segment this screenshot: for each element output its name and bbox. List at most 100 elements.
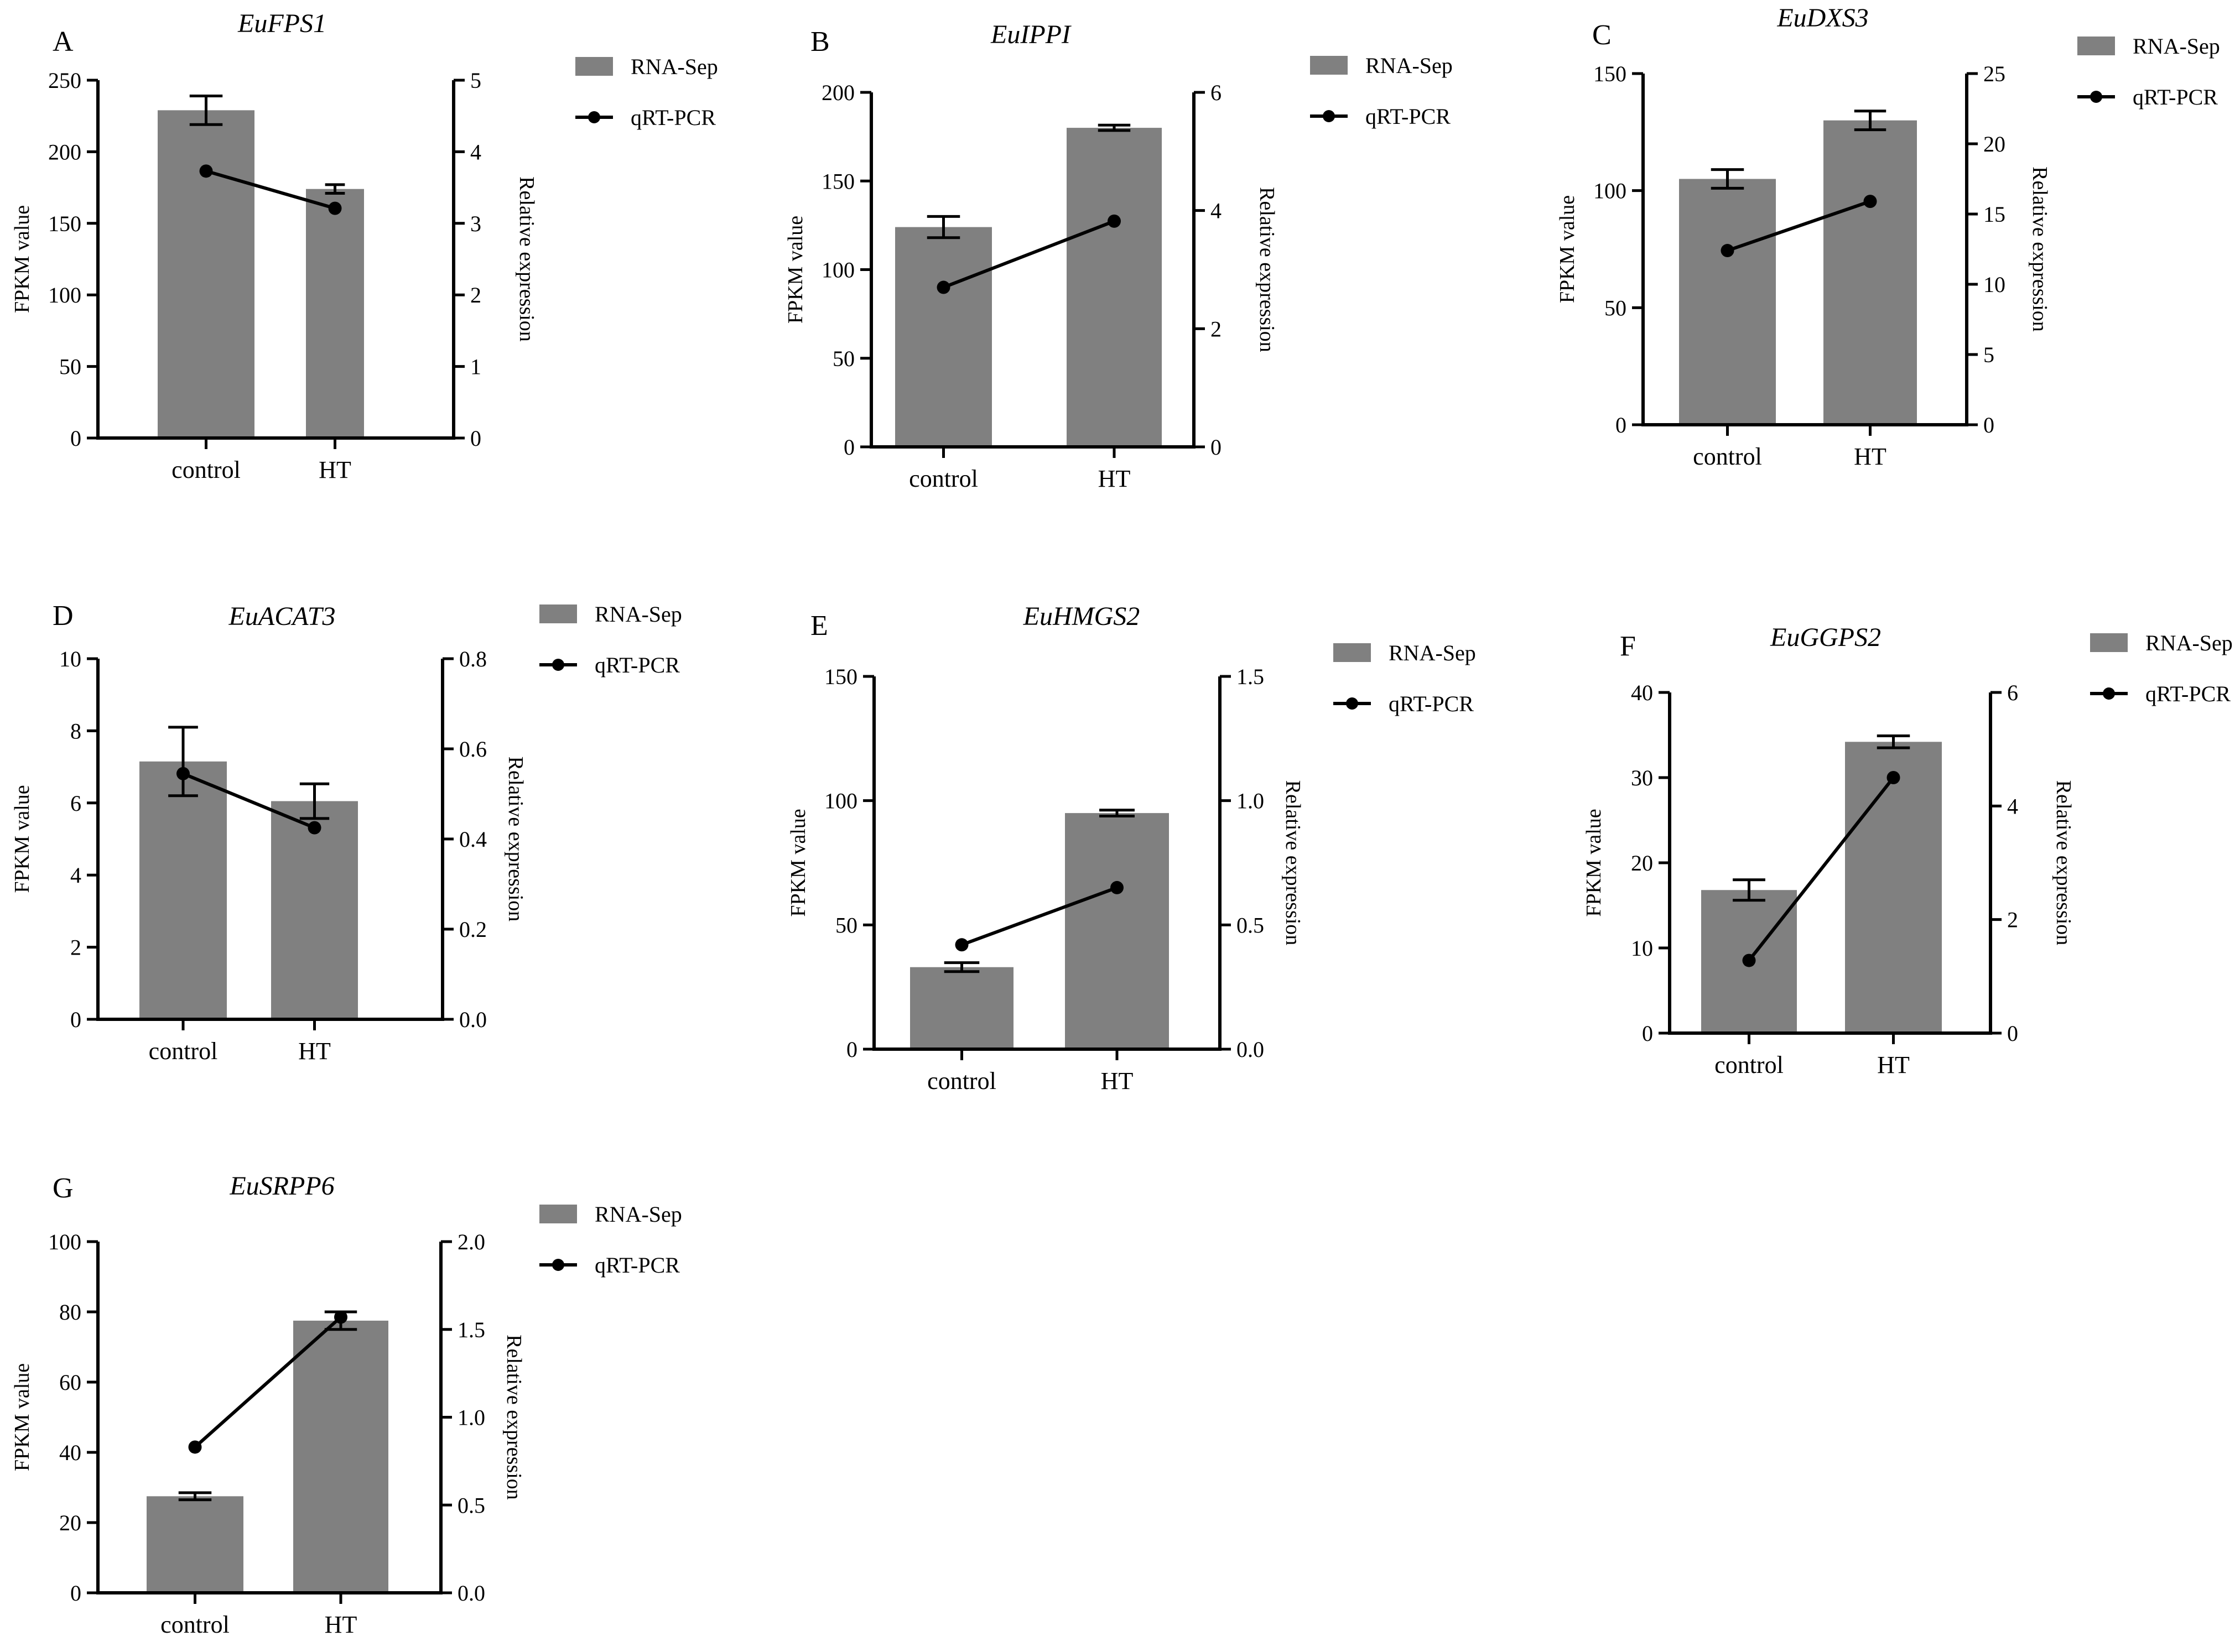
x-category-label: control [1693, 443, 1762, 470]
legend-label-rna-sep: RNA-Sep [595, 1202, 682, 1227]
right-tick-label: 0.2 [459, 917, 487, 942]
legend-label-rna-sep: RNA-Sep [631, 54, 718, 79]
left-tick-label: 100 [824, 789, 857, 814]
right-tick-label: 0 [1983, 413, 1994, 437]
bar-ht [1845, 742, 1942, 1033]
right-tick-label: 4 [1210, 199, 1222, 223]
x-category-label: HT [319, 456, 351, 483]
error-bar-control [1711, 168, 1744, 190]
legend-marker-qrt-pcr [552, 659, 564, 671]
error-bar-ht [299, 782, 330, 820]
left-tick-label: 50 [1604, 295, 1626, 320]
left-tick-label: 30 [1631, 765, 1653, 790]
panel-letter: F [1620, 630, 1636, 662]
right-tick-label: 25 [1983, 61, 2005, 86]
left-tick-label: 100 [48, 1229, 81, 1254]
right-tick-label: 6 [1210, 80, 1222, 105]
right-tick-label: 0.4 [459, 827, 487, 852]
panel-letter: D [53, 600, 74, 632]
y2-axis-title: Relative expression [2028, 166, 2051, 332]
x-category-label: control [171, 456, 241, 483]
x-category-label: HT [1098, 465, 1131, 492]
y-axis-title: FPKM value [1582, 809, 1605, 916]
legend-label-rna-sep: RNA-Sep [1389, 640, 1476, 665]
bar-control [139, 761, 227, 1019]
right-tick-label: 0.0 [459, 1007, 487, 1032]
legend: RNA-Sep qRT-PCR [2090, 630, 2233, 706]
legend-marker-qrt-pcr [1346, 697, 1358, 710]
chart-panel-f: F EuGGPS2 0 10 20 30 40 0 2 4 6 control HT FPKM value… [1582, 623, 2233, 1078]
left-tick-label: 200 [822, 80, 855, 105]
bar-ht [1823, 120, 1917, 425]
legend-swatch-rna-sep [2077, 37, 2115, 55]
right-tick-label: 2 [1210, 316, 1222, 341]
left-tick-label: 20 [59, 1510, 81, 1535]
right-tick-label: 20 [1983, 132, 2005, 157]
legend-swatch-rna-sep [575, 57, 613, 76]
right-tick-label: 1.5 [1236, 664, 1264, 689]
legend-label-qrt-pcr: qRT-PCR [631, 105, 716, 130]
left-tick-label: 50 [59, 355, 81, 379]
bar-control [1679, 179, 1776, 425]
left-tick-label: 6 [70, 791, 81, 816]
x-category-label: control [909, 465, 978, 492]
error-bar-ht [1099, 809, 1135, 818]
qrt-pcr-point-ht [334, 1310, 347, 1324]
legend-label-qrt-pcr: qRT-PCR [595, 653, 680, 678]
left-tick-label: 0 [70, 1581, 81, 1606]
left-tick-label: 150 [48, 211, 81, 236]
chart-title: EuGGPS2 [1770, 623, 1881, 652]
legend: RNA-Sep qRT-PCR [1310, 53, 1453, 129]
left-tick-label: 10 [59, 647, 81, 671]
error-bar-control [927, 215, 960, 239]
panel-letter: A [53, 26, 74, 58]
right-tick-label: 0.8 [459, 647, 487, 671]
error-bar-ht [1877, 734, 1910, 749]
right-tick-label: 1.5 [458, 1317, 485, 1342]
chart-title: EuIPPI [990, 20, 1072, 49]
chart-panel-b: B EuIPPI 0 50 100 150 200 0 2 4 6 control HT FPKM val… [784, 20, 1453, 492]
right-tick-label: 10 [1983, 272, 2005, 297]
x-category-label: HT [298, 1038, 331, 1065]
left-tick-label: 0 [1615, 413, 1626, 437]
y-axis-title: FPKM value [1556, 195, 1579, 303]
right-tick-label: 1 [470, 355, 481, 379]
x-category-label: HT [1877, 1051, 1910, 1078]
bar-control [910, 967, 1014, 1049]
y-axis-title: FPKM value [784, 216, 807, 324]
x-category-label: control [1714, 1051, 1784, 1078]
legend-swatch-rna-sep [1333, 643, 1371, 662]
qrt-pcr-point-ht [308, 821, 321, 835]
qrt-pcr-line [182, 772, 315, 830]
bar-ht [271, 801, 358, 1019]
left-tick-label: 8 [70, 718, 81, 743]
bar-ht [1065, 813, 1169, 1049]
right-tick-label: 0.0 [458, 1581, 485, 1606]
chart-title: EuACAT3 [228, 602, 336, 631]
right-tick-label: 2 [470, 283, 481, 308]
right-tick-label: 3 [470, 211, 481, 236]
qrt-pcr-point-control [176, 767, 190, 780]
qrt-pcr-line [1748, 777, 1895, 962]
left-tick-label: 100 [1593, 179, 1626, 204]
error-bar-control [168, 726, 198, 798]
legend-marker-qrt-pcr [2103, 687, 2115, 700]
legend-label-rna-sep: RNA-Sep [595, 602, 682, 627]
legend-label-rna-sep: RNA-Sep [1365, 53, 1453, 78]
x-category-label: HT [325, 1611, 357, 1638]
right-tick-label: 1.0 [458, 1405, 485, 1430]
left-tick-label: 10 [1631, 936, 1653, 961]
bar-ht [293, 1320, 388, 1593]
qrt-pcr-line [1727, 200, 1871, 252]
qrt-pcr-line [205, 169, 336, 210]
x-category-label: control [160, 1611, 230, 1638]
error-bar-control [944, 961, 980, 973]
left-tick-label: 150 [1593, 61, 1626, 86]
bar-control [158, 110, 254, 438]
left-tick-label: 4 [70, 863, 81, 888]
legend-label-qrt-pcr: qRT-PCR [2145, 681, 2231, 706]
left-tick-label: 0 [1642, 1021, 1653, 1046]
right-tick-label: 1.0 [1236, 789, 1264, 814]
panel-letter: B [810, 26, 830, 58]
left-tick-label: 50 [835, 913, 857, 937]
